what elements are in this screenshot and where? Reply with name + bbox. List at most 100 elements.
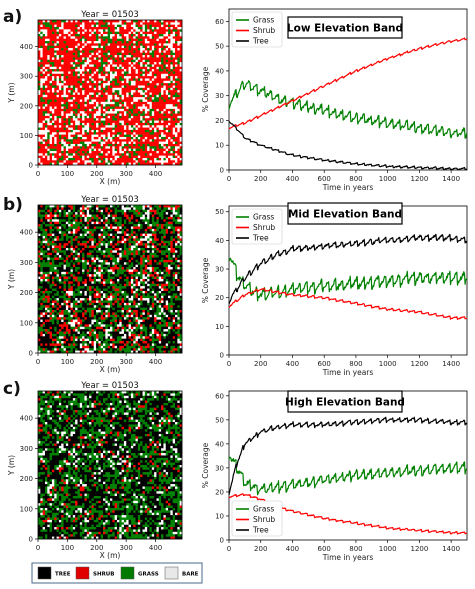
map-cell: [63, 97, 67, 100]
map-cell: [84, 153, 88, 156]
map-cell: [119, 245, 122, 249]
map-cell: [72, 240, 76, 244]
map-cell: [84, 66, 88, 70]
map-cell: [121, 62, 125, 65]
map-cell: [112, 155, 115, 159]
map-cell: [70, 219, 74, 222]
map-cell: [163, 148, 166, 152]
map-cell: [170, 148, 173, 152]
map-cell: [96, 134, 99, 138]
map-cell: [91, 92, 94, 96]
map-cell: [161, 43, 164, 46]
map-cell: [114, 87, 118, 91]
map-cell: [163, 101, 166, 105]
map-cell: [156, 125, 160, 128]
map-cell: [103, 90, 106, 93]
map-cell: [86, 66, 90, 70]
map-cell: [61, 143, 64, 147]
map-cell: [56, 136, 60, 140]
map-cell: [105, 104, 108, 107]
map-cell: [93, 85, 97, 89]
map-cell: [98, 69, 101, 72]
map-cell: [151, 69, 155, 72]
map-cell: [144, 92, 148, 96]
map-cell: [54, 219, 57, 222]
map-cell: [70, 43, 74, 46]
map-cell: [38, 41, 41, 44]
map-cell: [142, 143, 146, 147]
map-cell: [156, 97, 160, 100]
map-cell: [56, 139, 60, 142]
map-cell: [110, 134, 113, 138]
map-cell: [172, 92, 176, 96]
map-cell: [161, 125, 164, 128]
map-cell: [119, 48, 122, 51]
map-cell: [72, 216, 76, 220]
map-cell: [72, 50, 76, 53]
map-cell: [119, 157, 122, 161]
map-cell: [161, 55, 164, 58]
map-cell: [77, 141, 81, 145]
map-cell: [177, 80, 180, 84]
map-cell: [156, 73, 160, 77]
map-cell: [61, 69, 64, 72]
map-cell: [93, 50, 97, 53]
map-cell: [170, 141, 173, 145]
map-cell: [110, 66, 113, 70]
map-cell: [51, 157, 55, 161]
map-cell: [112, 240, 115, 244]
map-cell: [54, 76, 57, 79]
map-cell: [133, 111, 136, 114]
map-cell: [133, 90, 136, 93]
map-cell: [56, 97, 60, 100]
map-cell: [103, 231, 106, 234]
map-cell: [100, 111, 104, 114]
map-cell: [84, 231, 88, 234]
map-cell: [130, 50, 134, 53]
map-cell: [130, 45, 134, 49]
map-cell: [51, 106, 55, 110]
map-cell: [61, 83, 64, 86]
map-cell: [58, 113, 62, 117]
map-cell: [77, 245, 81, 249]
map-cell: [172, 111, 176, 114]
map-cell: [135, 141, 139, 145]
map-cell: [49, 94, 53, 98]
map-cell: [100, 153, 104, 156]
map-cell: [79, 50, 83, 53]
map-cell: [144, 219, 148, 222]
map-cell: [149, 83, 153, 86]
map-cell: [154, 120, 157, 124]
map-cell: [172, 66, 176, 70]
map-cell: [72, 83, 76, 86]
map-cell: [86, 136, 90, 140]
map-cell: [158, 139, 162, 142]
map-cell: [175, 108, 178, 112]
map-cell: [93, 76, 97, 79]
map-cell: [133, 148, 136, 152]
map-cell: [93, 214, 97, 218]
map-cell: [86, 71, 90, 75]
map-cell: [119, 111, 122, 114]
map-cell: [149, 62, 153, 65]
map-cell: [170, 139, 173, 142]
map-cell: [56, 45, 60, 49]
map-cell: [128, 150, 132, 154]
map-cell: [144, 78, 148, 82]
map-cell: [165, 22, 169, 25]
map-cell: [137, 59, 141, 63]
map-cell: [51, 113, 55, 117]
map-cell: [114, 73, 118, 77]
map-cell: [177, 104, 180, 107]
map-cell: [107, 146, 111, 149]
map-cell: [84, 115, 88, 119]
map-cell: [58, 205, 62, 208]
map-cell: [123, 236, 127, 239]
map-cell: [65, 125, 69, 128]
map-cell: [44, 45, 48, 49]
map-cell: [77, 214, 81, 218]
map-cell: [112, 205, 115, 208]
map-cell: [82, 62, 85, 65]
map-cell: [121, 233, 125, 237]
map-cell: [84, 38, 88, 42]
